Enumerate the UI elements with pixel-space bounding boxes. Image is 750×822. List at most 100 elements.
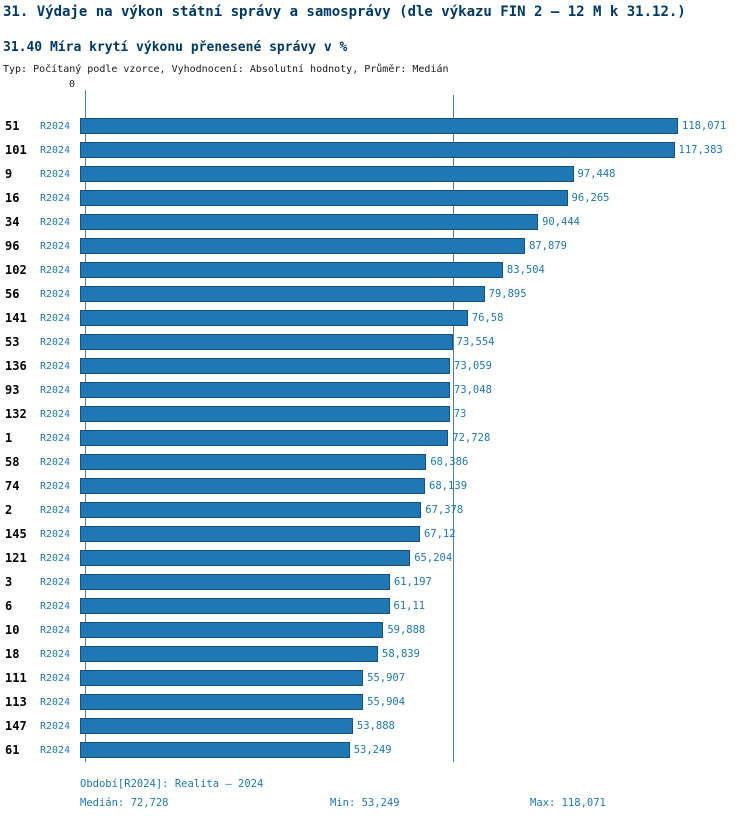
row-bar-area: 65,204 xyxy=(80,546,750,570)
row-bar-area: 97,448 xyxy=(80,162,750,186)
row-category-label: 113 xyxy=(5,695,27,709)
row-series-label: R2024 xyxy=(40,336,71,348)
row-bar-area: 72,728 xyxy=(80,426,750,450)
row-category-label: 51 xyxy=(5,119,20,133)
row-category-label: 56 xyxy=(5,287,20,301)
bar xyxy=(80,622,384,638)
bar xyxy=(80,118,678,134)
row-category-label: 3 xyxy=(5,575,13,589)
row-series-label: R2024 xyxy=(40,576,71,588)
row-bar-area: 53,249 xyxy=(80,738,750,762)
chart-row: 56 R2024 79,895 xyxy=(0,282,750,306)
chart-row: 102 R2024 83,504 xyxy=(0,258,750,282)
row-category-label: 101 xyxy=(5,143,27,157)
row-series-label: R2024 xyxy=(40,168,71,180)
row-series-label: R2024 xyxy=(40,624,71,636)
bar xyxy=(80,574,390,590)
bar-value-label: 117,383 xyxy=(678,144,723,156)
row-bar-area: 68,139 xyxy=(80,474,750,498)
row-bar-area: 96,265 xyxy=(80,186,750,210)
bar xyxy=(80,382,450,398)
bar xyxy=(80,358,451,374)
bar xyxy=(80,526,420,542)
chart-row: 3 R2024 61,197 xyxy=(0,570,750,594)
bar xyxy=(80,478,426,494)
row-category-label: 96 xyxy=(5,239,20,253)
bar-value-label: 73,554 xyxy=(456,336,495,348)
row-series-label: R2024 xyxy=(40,720,71,732)
bar-value-label: 97,448 xyxy=(577,168,616,180)
row-series-label: R2024 xyxy=(40,480,71,492)
chart-row: 93 R2024 73,048 xyxy=(0,378,750,402)
row-bar-area: 68,386 xyxy=(80,450,750,474)
bar-value-label: 68,139 xyxy=(429,480,468,492)
chart-row: 147 R2024 53,888 xyxy=(0,714,750,738)
bar xyxy=(80,550,411,566)
row-category-label: 6 xyxy=(5,599,13,613)
bar xyxy=(80,406,450,422)
bar xyxy=(80,646,378,662)
bar xyxy=(80,502,422,518)
row-series-label: R2024 xyxy=(40,360,71,372)
row-series-label: R2024 xyxy=(40,264,71,276)
row-bar-area: 73 xyxy=(80,402,750,426)
row-series-label: R2024 xyxy=(40,672,71,684)
chart-row: 10 R2024 59,888 xyxy=(0,618,750,642)
bar-value-label: 53,249 xyxy=(353,744,392,756)
row-category-label: 147 xyxy=(5,719,27,733)
row-series-label: R2024 xyxy=(40,504,71,516)
bar xyxy=(80,454,427,470)
bar xyxy=(80,190,568,206)
bar-value-label: 59,888 xyxy=(387,624,426,636)
row-bar-area: 67,378 xyxy=(80,498,750,522)
chart-row: 53 R2024 73,554 xyxy=(0,330,750,354)
bar xyxy=(80,430,449,446)
row-bar-area: 58,839 xyxy=(80,642,750,666)
row-category-label: 111 xyxy=(5,671,27,685)
row-category-label: 93 xyxy=(5,383,20,397)
row-category-label: 34 xyxy=(5,215,20,229)
bar-value-label: 73,059 xyxy=(454,360,492,372)
row-bar-area: 53,888 xyxy=(80,714,750,738)
chart-row: 18 R2024 58,839 xyxy=(0,642,750,666)
row-series-label: R2024 xyxy=(40,120,71,132)
bar xyxy=(80,670,364,686)
row-series-label: R2024 xyxy=(40,744,71,756)
chart-row: 101 R2024 117,383 xyxy=(0,138,750,162)
row-category-label: 9 xyxy=(5,167,13,181)
row-series-label: R2024 xyxy=(40,528,71,540)
bar-value-label: 90,444 xyxy=(542,216,580,228)
chart-row: 16 R2024 96,265 xyxy=(0,186,750,210)
chart-row: 58 R2024 68,386 xyxy=(0,450,750,474)
row-bar-area: 73,554 xyxy=(80,330,750,354)
bar xyxy=(80,166,574,182)
row-series-label: R2024 xyxy=(40,384,71,396)
bar-value-label: 67,12 xyxy=(423,528,456,540)
chart-row: 34 R2024 90,444 xyxy=(0,210,750,234)
zero-axis-line xyxy=(85,95,86,762)
bar-value-label: 83,504 xyxy=(506,264,545,276)
row-category-label: 10 xyxy=(5,623,20,637)
chart-rows: 51 R2024 118,071 101 R2024 117,383 9 R2024 97,44… xyxy=(0,114,750,762)
chart-row: 61 R2024 53,249 xyxy=(0,738,750,762)
footer-min: Min: 53,249 xyxy=(330,797,400,809)
row-category-label: 136 xyxy=(5,359,27,373)
bar-value-label: 61,11 xyxy=(393,600,426,612)
row-category-label: 141 xyxy=(5,311,27,325)
row-bar-area: 73,059 xyxy=(80,354,750,378)
bar-value-label: 87,879 xyxy=(529,240,568,252)
row-bar-area: 61,197 xyxy=(80,570,750,594)
chart-row: 141 R2024 76,58 xyxy=(0,306,750,330)
row-series-label: R2024 xyxy=(40,432,71,444)
row-bar-area: 118,071 xyxy=(80,114,750,138)
bar-value-label: 79,895 xyxy=(488,288,527,300)
chart-row: 1 R2024 72,728 xyxy=(0,426,750,450)
bar-value-label: 53,888 xyxy=(356,720,395,732)
bar xyxy=(80,142,675,158)
row-series-label: R2024 xyxy=(40,240,71,252)
row-series-label: R2024 xyxy=(40,192,71,204)
chart-subtitle: 31.40 Míra krytí výkonu přenesené správy… xyxy=(3,40,348,55)
bar-value-label: 61,197 xyxy=(393,576,432,588)
bar-value-label: 76,58 xyxy=(471,312,504,324)
